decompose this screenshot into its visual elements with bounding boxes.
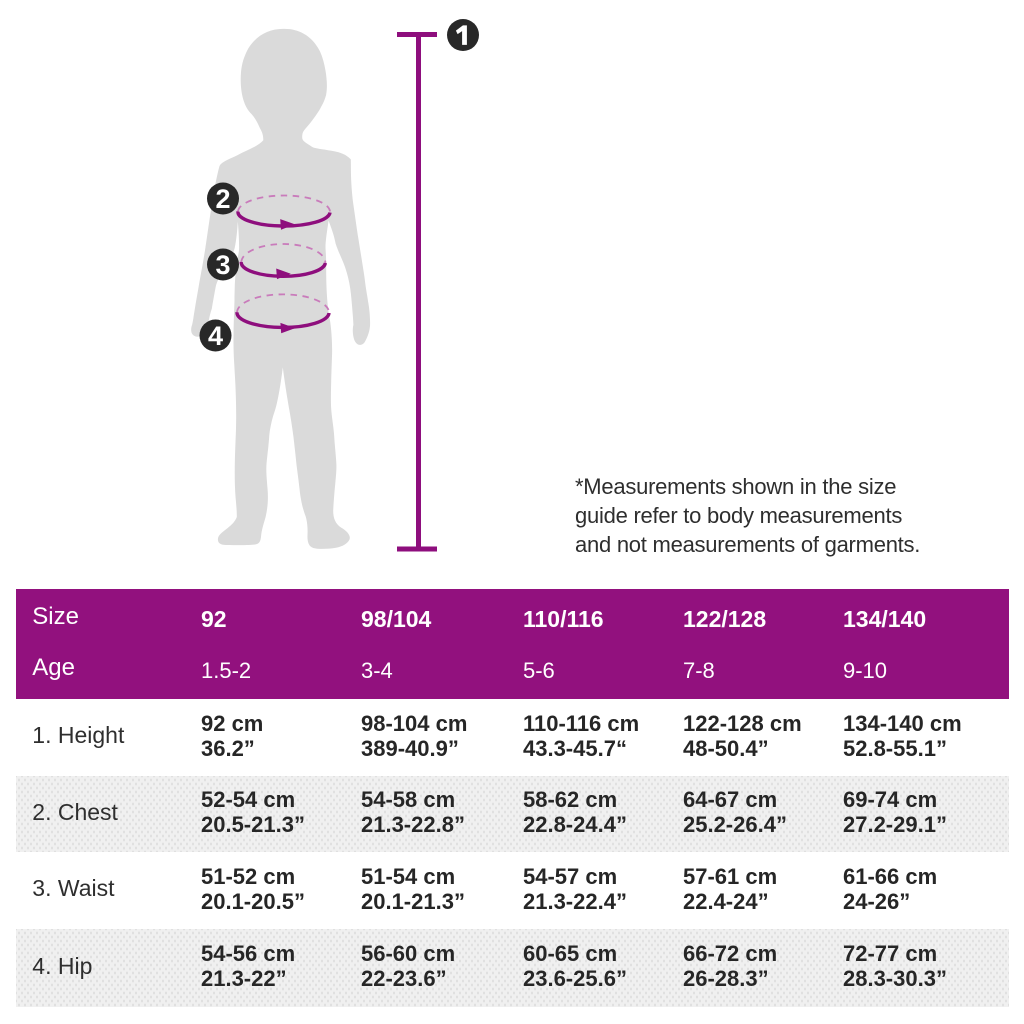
- svg-text:3: 3: [215, 250, 230, 280]
- svg-text:2: 2: [215, 184, 230, 214]
- svg-text:4: 4: [208, 321, 223, 351]
